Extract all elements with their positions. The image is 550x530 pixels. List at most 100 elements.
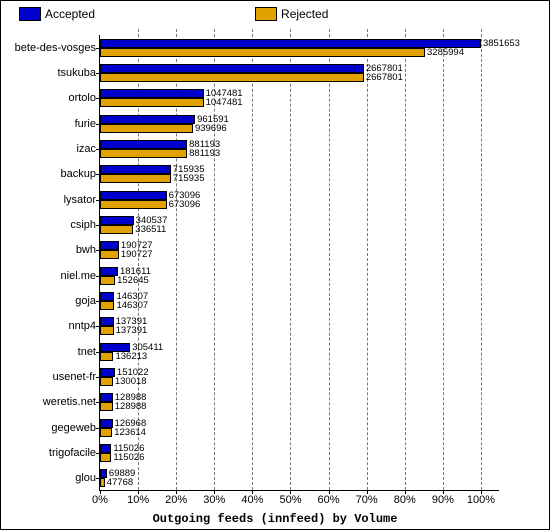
y-axis-label: bete-des-vosges bbox=[4, 42, 96, 54]
bar-value-rejected: 47768 bbox=[104, 478, 133, 487]
y-axis-label: ortolo bbox=[4, 92, 96, 104]
xtick-label: 50% bbox=[279, 494, 301, 506]
xtick-label: 40% bbox=[241, 494, 263, 506]
bar-row: furie961591939696 bbox=[100, 111, 499, 136]
xtick-label: 0% bbox=[92, 494, 108, 506]
bar-accepted: 151022 bbox=[100, 368, 115, 377]
bar-row: gegeweb126968123614 bbox=[100, 415, 499, 440]
bar-row: nntp4137391137391 bbox=[100, 314, 499, 339]
xtick-label: 80% bbox=[394, 494, 416, 506]
bar-value-rejected: 939696 bbox=[192, 124, 227, 133]
chart-container: Accepted Rejected 0%10%20%30%40%50%60%70… bbox=[0, 0, 550, 530]
y-axis-label: gegeweb bbox=[4, 422, 96, 434]
y-axis-label: tsukuba bbox=[4, 67, 96, 79]
bar-accepted: 190727 bbox=[100, 241, 119, 250]
bar-row: niel.me181611152645 bbox=[100, 263, 499, 288]
bar-row: backup715935715935 bbox=[100, 162, 499, 187]
y-axis-label: lysator bbox=[4, 194, 96, 206]
legend-item-rejected: Rejected bbox=[255, 7, 328, 21]
legend-label-rejected: Rejected bbox=[281, 7, 328, 21]
y-axis-label: niel.me bbox=[4, 270, 96, 282]
bar-value-rejected: 673096 bbox=[166, 200, 201, 209]
xtick-label: 60% bbox=[318, 494, 340, 506]
x-axis-title: Outgoing feeds (innfeed) by Volume bbox=[1, 512, 549, 526]
bar-value-rejected: 152645 bbox=[114, 276, 149, 285]
xtick-label: 10% bbox=[127, 494, 149, 506]
y-axis-label: izac bbox=[4, 143, 96, 155]
plot-area: 0%10%20%30%40%50%60%70%80%90%100%bete-de… bbox=[99, 35, 499, 491]
bar-row: izac881193881193 bbox=[100, 136, 499, 161]
bar-rejected: 137391 bbox=[100, 326, 114, 335]
y-axis-label: bwh bbox=[4, 244, 96, 256]
bar-rejected: 123614 bbox=[100, 428, 112, 437]
legend-swatch-rejected bbox=[255, 7, 277, 21]
bar-accepted: 715935 bbox=[100, 165, 171, 174]
bar-rejected: 1047481 bbox=[100, 98, 204, 107]
bar-rejected: 146307 bbox=[100, 301, 114, 310]
bar-accepted: 673096 bbox=[100, 191, 167, 200]
bar-value-rejected: 115026 bbox=[110, 453, 144, 462]
bar-value-rejected: 336511 bbox=[132, 225, 166, 234]
bar-rejected: 190727 bbox=[100, 250, 119, 259]
bar-accepted: 128988 bbox=[100, 393, 113, 402]
y-axis-label: usenet-fr bbox=[4, 371, 96, 383]
legend-swatch-accepted bbox=[19, 7, 41, 21]
bar-rejected: 939696 bbox=[100, 124, 193, 133]
y-axis-label: glou bbox=[4, 472, 96, 484]
bar-rejected: 673096 bbox=[100, 200, 167, 209]
y-axis-label: furie bbox=[4, 118, 96, 130]
bar-value-rejected: 2667801 bbox=[363, 73, 403, 82]
bar-accepted: 2667801 bbox=[100, 64, 364, 73]
y-axis-label: weretis.net bbox=[4, 396, 96, 408]
legend: Accepted Rejected bbox=[1, 7, 549, 21]
xtick-label: 30% bbox=[203, 494, 225, 506]
bar-value-rejected: 137391 bbox=[113, 326, 148, 335]
bar-row: tsukuba26678012667801 bbox=[100, 60, 499, 85]
bar-rejected: 2667801 bbox=[100, 73, 364, 82]
bar-accepted: 115026 bbox=[100, 444, 111, 453]
bar-value-rejected: 136213 bbox=[112, 352, 147, 361]
bar-value-rejected: 130018 bbox=[112, 377, 147, 386]
bar-value-rejected: 1047481 bbox=[203, 98, 243, 107]
bar-accepted: 340537 bbox=[100, 216, 134, 225]
bar-row: csiph340537336511 bbox=[100, 212, 499, 237]
bar-value-rejected: 190727 bbox=[118, 250, 153, 259]
bar-accepted: 3851653 bbox=[100, 39, 481, 48]
y-axis-label: goja bbox=[4, 295, 96, 307]
bar-row: bete-des-vosges38516533285994 bbox=[100, 35, 499, 60]
legend-item-accepted: Accepted bbox=[19, 7, 95, 21]
y-axis-label: tnet bbox=[4, 346, 96, 358]
legend-label-accepted: Accepted bbox=[45, 7, 95, 21]
bar-rejected: 136213 bbox=[100, 352, 113, 361]
bar-rejected: 47768 bbox=[100, 478, 105, 487]
y-axis-label: trigofacile bbox=[4, 447, 96, 459]
bar-row: weretis.net128988128988 bbox=[100, 390, 499, 415]
bar-value-rejected: 3285994 bbox=[424, 48, 464, 57]
y-axis-label: csiph bbox=[4, 219, 96, 231]
bar-rejected: 115026 bbox=[100, 453, 111, 462]
bar-row: trigofacile115026115026 bbox=[100, 440, 499, 465]
xtick-label: 20% bbox=[165, 494, 187, 506]
bar-value-rejected: 123614 bbox=[111, 428, 146, 437]
bar-accepted: 146307 bbox=[100, 292, 114, 301]
bar-row: usenet-fr151022130018 bbox=[100, 364, 499, 389]
bar-row: ortolo10474811047481 bbox=[100, 86, 499, 111]
bar-accepted: 126968 bbox=[100, 419, 113, 428]
bar-rejected: 128988 bbox=[100, 402, 113, 411]
bar-row: lysator673096673096 bbox=[100, 187, 499, 212]
bar-accepted: 961591 bbox=[100, 115, 195, 124]
bar-accepted: 881193 bbox=[100, 140, 187, 149]
bar-value-rejected: 146307 bbox=[113, 301, 148, 310]
bar-value-rejected: 715935 bbox=[170, 174, 205, 183]
y-axis-label: backup bbox=[4, 168, 96, 180]
bar-row: goja146307146307 bbox=[100, 288, 499, 313]
bar-accepted: 69889 bbox=[100, 469, 107, 478]
bar-rejected: 336511 bbox=[100, 225, 133, 234]
bar-row: bwh190727190727 bbox=[100, 238, 499, 263]
y-axis-label: nntp4 bbox=[4, 320, 96, 332]
bar-value-rejected: 128988 bbox=[112, 402, 147, 411]
bar-accepted: 181611 bbox=[100, 267, 118, 276]
bar-rejected: 881193 bbox=[100, 149, 187, 158]
bar-rejected: 152645 bbox=[100, 276, 115, 285]
xtick-label: 90% bbox=[432, 494, 454, 506]
